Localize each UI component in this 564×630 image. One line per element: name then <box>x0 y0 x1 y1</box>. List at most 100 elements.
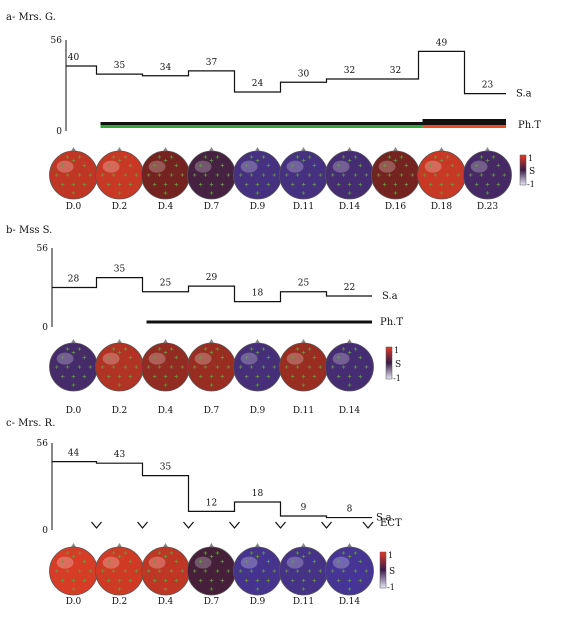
head-map-highlight <box>240 352 258 365</box>
electrode-marker <box>146 173 151 177</box>
electrode-marker <box>226 365 231 369</box>
electrode-marker <box>163 578 168 583</box>
electrode-marker <box>220 163 225 168</box>
electrode-marker <box>261 569 266 573</box>
electrode-marker <box>295 155 300 159</box>
electrode-marker <box>169 155 174 159</box>
electrode-marker <box>491 173 496 177</box>
electrode-marker <box>284 569 289 573</box>
electrode-marker <box>146 365 151 369</box>
electrode-marker <box>128 355 133 360</box>
electrode-marker <box>215 347 220 351</box>
electrode-marker <box>111 173 116 177</box>
electrode-marker <box>238 173 243 177</box>
electrode-marker <box>134 569 139 573</box>
electrode-marker <box>157 347 162 351</box>
head-map <box>279 543 328 596</box>
electrode-marker <box>312 355 317 360</box>
electrode-marker <box>169 173 174 177</box>
electrode-marker <box>301 374 306 379</box>
head-map-highlight <box>194 556 212 569</box>
electrode-marker <box>111 347 116 351</box>
electrode-marker <box>244 578 249 583</box>
electrode-marker <box>307 551 312 555</box>
electrode-marker <box>244 355 249 360</box>
electrode-marker <box>128 374 133 379</box>
treatment-bar <box>422 125 506 128</box>
electrode-marker <box>77 155 82 159</box>
electrode-marker <box>106 559 111 564</box>
head-map <box>141 543 190 596</box>
electrode-marker <box>244 374 249 379</box>
head-map-highlight <box>194 352 212 365</box>
electrode-marker <box>215 551 220 555</box>
electrode-marker <box>382 163 387 168</box>
head-map-highlight <box>378 160 396 173</box>
color-scale-bar <box>379 551 387 589</box>
day-label: D.14 <box>339 406 360 416</box>
electrode-marker <box>439 182 444 187</box>
electrode-marker <box>393 158 398 163</box>
electrode-marker <box>347 383 352 387</box>
sa-value-label: 28 <box>68 275 80 285</box>
y-tick-label: 56 <box>37 439 49 449</box>
electrode-marker <box>249 155 254 159</box>
day-label: D.4 <box>158 202 174 212</box>
electrode-marker <box>198 355 203 360</box>
electrode-marker <box>60 163 65 168</box>
electrode-marker <box>450 163 455 168</box>
electrode-marker <box>163 374 168 379</box>
electrode-marker <box>117 383 122 387</box>
electrode-marker <box>261 365 266 369</box>
ect-marker <box>229 521 240 529</box>
electrode-marker <box>106 182 111 187</box>
electrode-marker <box>65 551 70 555</box>
electrode-marker <box>261 347 266 351</box>
color-scale-tick: -1 <box>387 583 395 592</box>
color-scale-label: S <box>529 167 535 177</box>
electrode-marker <box>312 374 317 379</box>
treatment-bar <box>146 320 372 324</box>
head-map-highlight <box>102 352 120 365</box>
electrode-marker <box>353 551 358 555</box>
electrode-marker <box>410 173 415 177</box>
ect-label: ECT <box>380 518 402 529</box>
electrode-marker <box>65 569 70 573</box>
electrode-marker <box>220 355 225 360</box>
electrode-marker <box>376 173 381 177</box>
day-label: D.16 <box>385 202 406 212</box>
electrode-marker <box>307 155 312 159</box>
electrode-marker <box>261 173 266 177</box>
electrode-marker <box>226 173 231 177</box>
electrode-marker <box>123 569 128 573</box>
sa-value-label: 25 <box>160 279 172 289</box>
electrode-marker <box>60 374 65 379</box>
head-map-highlight <box>148 556 166 569</box>
day-label: D.7 <box>204 406 220 416</box>
electrode-marker <box>71 191 76 195</box>
electrode-marker <box>496 182 501 187</box>
day-label: D.11 <box>293 202 314 212</box>
sa-value-label: 25 <box>298 279 310 289</box>
electrode-marker <box>65 365 70 369</box>
electrode-marker <box>65 173 70 177</box>
day-label: D.2 <box>112 202 127 212</box>
head-map <box>95 543 144 596</box>
electrode-marker <box>192 569 197 573</box>
head-map-highlight <box>332 556 350 569</box>
electrode-marker <box>100 173 105 177</box>
electrode-marker <box>77 569 82 573</box>
head-map <box>95 339 144 392</box>
electrode-marker <box>290 163 295 168</box>
electrode-marker <box>301 383 306 387</box>
head-map <box>417 147 466 200</box>
electrode-marker <box>364 365 369 369</box>
electrode-marker <box>439 191 444 195</box>
electrode-marker <box>71 350 76 355</box>
head-map-highlight <box>240 556 258 569</box>
electrode-marker <box>163 191 168 195</box>
electrode-marker <box>266 559 271 564</box>
electrode-marker <box>445 155 450 159</box>
electrode-marker <box>82 182 87 187</box>
electrode-marker <box>485 182 490 187</box>
